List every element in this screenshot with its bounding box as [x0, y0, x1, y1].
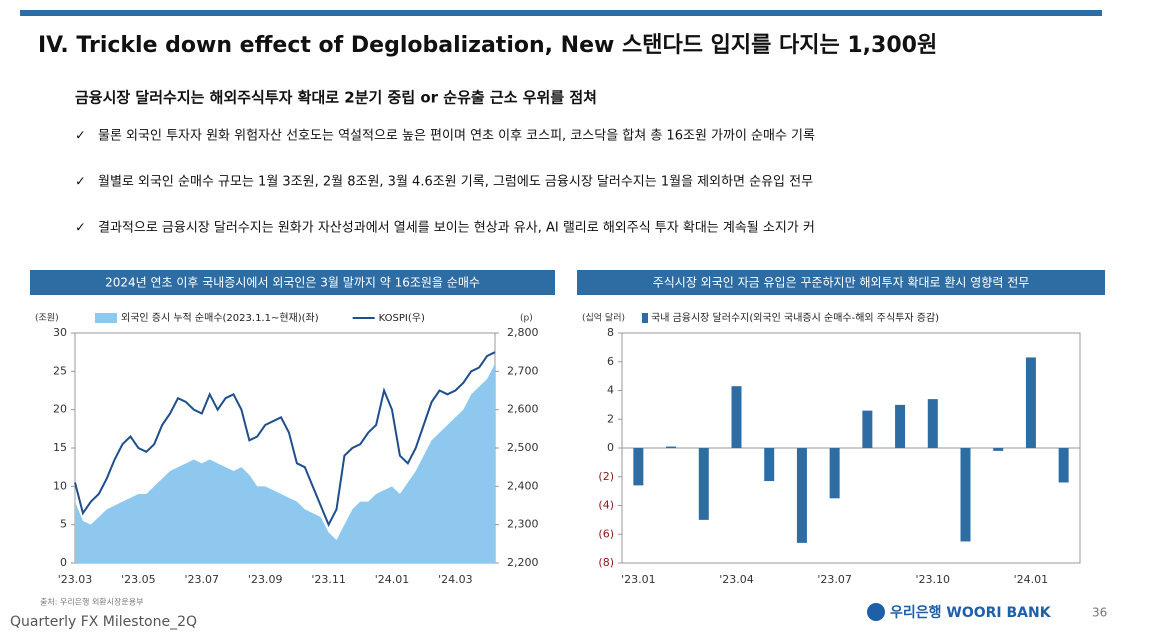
bar [666, 446, 677, 448]
legend-label: 국내 금융시장 달러수지(외국인 국내증시 순매수-해외 주식투자 증감) [651, 311, 939, 324]
y2-tick-label: 2,600 [507, 403, 539, 416]
legend-label: 외국인 증시 누적 순매수(2023.1.1~현재)(좌) [121, 312, 319, 324]
y2-tick-label: 2,300 [507, 518, 539, 531]
bar [633, 448, 644, 486]
y-tick-label: 30 [53, 326, 67, 339]
check: ✓ [75, 221, 86, 236]
x-tick-label: '23.09 [248, 573, 283, 586]
x-tick-label: '23.07 [185, 573, 220, 586]
bullet: 월별로 외국인 순매수 규모는 1월 3조원, 2월 8조원, 3월 4.6조원… [98, 175, 813, 190]
bullet: 물론 외국인 투자자 원화 위험자산 선호도는 역설적으로 높은 편이며 연초 … [98, 129, 815, 144]
y-tick-label: 2 [607, 412, 614, 425]
logo-icon [867, 603, 885, 621]
area [75, 363, 495, 563]
bar [698, 448, 709, 520]
bar [796, 448, 807, 543]
line [74, 351, 496, 528]
y-tick-label: 20 [53, 403, 67, 416]
y-tick-label: 25 [53, 364, 67, 377]
check: ✓ [75, 175, 86, 190]
y2-tick-label: 2,800 [507, 326, 539, 339]
bar [1025, 357, 1036, 448]
y-tick-label: (8) [598, 556, 614, 569]
bar [993, 448, 1004, 451]
top-bar [20, 10, 1102, 16]
legend-swatch [642, 313, 648, 323]
legend-label: KOSPI(우) [379, 312, 425, 324]
y-axis-label: (조원) [35, 313, 59, 324]
x-tick-label: '23.11 [311, 573, 346, 586]
bar [960, 448, 971, 542]
x-tick-label: '23.05 [121, 573, 156, 586]
y-tick-label: (2) [598, 470, 614, 483]
y2-tick-label: 2,500 [507, 441, 539, 454]
page-number: 36 [1092, 606, 1107, 620]
y2-tick-label: 2,200 [507, 556, 539, 569]
y-tick-label: (4) [598, 499, 614, 512]
y-tick-label: 15 [53, 441, 67, 454]
y-tick-label: 6 [607, 355, 614, 368]
footer: Quarterly FX Milestone_2Q [10, 614, 197, 630]
y2-axis-label: (p) [520, 314, 533, 324]
y-tick-label: 10 [53, 479, 67, 492]
x-tick-label: '23.07 [817, 573, 852, 586]
bar [764, 448, 775, 482]
chart-banner [30, 270, 555, 295]
y-tick-label: 0 [607, 441, 614, 454]
x-tick-label: '24.01 [375, 573, 410, 586]
y-axis-label: (십억 달러) [582, 312, 625, 324]
y-tick-label: 8 [607, 326, 614, 339]
bar [895, 404, 906, 448]
source: 출처: 우리은행 외환시장운용부 [40, 597, 143, 607]
y-tick-label: 4 [607, 384, 614, 397]
check: ✓ [75, 129, 86, 144]
chart-title: 주식시장 외국인 자금 유입은 꾸준하지만 해외투자 확대로 환시 영향력 전무 [653, 276, 1030, 290]
x-tick-label: '24.03 [438, 573, 473, 586]
y-tick-label: (6) [598, 527, 614, 540]
slide-title: IV. Trickle down effect of Deglobalizati… [38, 33, 937, 58]
bullet: 결과적으로 금융시장 달러수지는 원화가 자산성과에서 열세를 보이는 현상과 … [98, 221, 815, 236]
y-tick-label: 0 [60, 556, 67, 569]
chart-banner [577, 270, 1105, 295]
bar [829, 448, 840, 499]
bar [927, 399, 938, 448]
bar [862, 410, 873, 448]
x-tick-label: '23.10 [916, 573, 951, 586]
logo: 우리은행 WOORI BANK [890, 605, 1052, 621]
y2-tick-label: 2,700 [507, 364, 539, 377]
legend-swatch [95, 313, 117, 323]
x-tick-label: '24.01 [1014, 573, 1049, 586]
bar [1058, 448, 1069, 483]
x-tick-label: '23.01 [621, 573, 656, 586]
chart-title: 2024년 연초 이후 국내증시에서 외국인은 3월 말까지 약 16조원을 순… [105, 275, 480, 290]
y-tick-label: 5 [60, 518, 67, 531]
x-tick-label: '23.03 [58, 573, 93, 586]
y2-tick-label: 2,400 [507, 479, 539, 492]
bar [731, 386, 742, 448]
x-tick-label: '23.04 [719, 573, 754, 586]
subtitle: 금융시장 달러수지는 해외주식투자 확대로 2분기 중립 or 순유출 근소 우… [75, 89, 597, 107]
